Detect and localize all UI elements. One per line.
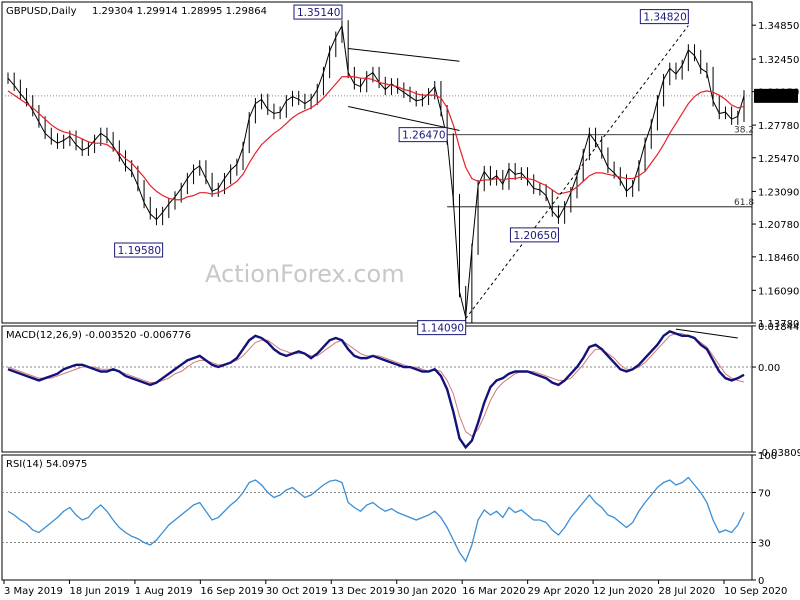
- annotation-box: [639, 9, 689, 25]
- main-y-tick-label: 1.20780: [758, 220, 799, 231]
- fib-level-label: 38.2: [734, 126, 754, 136]
- macd-pane-frame: [1, 325, 753, 453]
- x-tick-label: 13 Dec 2019: [331, 586, 395, 597]
- fib-level-label: 61.8: [734, 198, 754, 208]
- main-ohlc-values: 1.29304 1.29914 1.28995 1.29864: [92, 6, 267, 17]
- annotation-label: 1.19580: [118, 245, 161, 257]
- x-tick-label: 29 Apr 2020: [528, 586, 590, 597]
- x-tick-label: 3 May 2019: [4, 586, 63, 597]
- macd-y-tick-label: -0.038095: [758, 448, 800, 459]
- annotation-label: 1.26470: [402, 130, 445, 142]
- current-price-label: 1.29864: [757, 92, 798, 103]
- price-line: [7, 24, 745, 318]
- main-pane-frame: [1, 1, 753, 324]
- annotation-label: 1.20650: [513, 230, 556, 242]
- rsi-y-tick-label: 0: [758, 576, 764, 587]
- annotation-label: 1.14090: [421, 323, 464, 335]
- ma-line: [7, 76, 745, 201]
- main-y-tick-label: 1.23090: [758, 187, 799, 198]
- x-tick-label: 30 Jan 2020: [397, 586, 457, 597]
- channel-line: [348, 48, 460, 62]
- main-chart-title: GBPUSD,Daily: [6, 6, 77, 17]
- trend-line: [465, 25, 689, 319]
- x-tick-label: 12 Jun 2020: [593, 586, 653, 597]
- rsi-y-tick-label: 30: [758, 539, 771, 550]
- macd-y-tick-label: 0.018442: [758, 322, 800, 333]
- main-y-tick-label: 1.34850: [758, 21, 799, 32]
- x-tick-label: 1 Aug 2019: [135, 586, 193, 597]
- x-tick-label: 10 Sep 2020: [724, 586, 787, 597]
- x-tick-label: 16 Sep 2019: [200, 586, 263, 597]
- x-tick-label: 28 Jul 2020: [659, 586, 716, 597]
- annotation-box: [398, 127, 448, 143]
- rsi-y-tick-label: 100: [758, 451, 777, 462]
- main-y-tick-label: 1.13780: [758, 319, 799, 330]
- macd-y-tick-label: 0.00: [758, 363, 780, 374]
- watermark-text: ActionForex.com: [205, 260, 405, 288]
- annotation-box: [114, 242, 164, 258]
- macd-divergence-line: [675, 328, 738, 339]
- current-price-box: [754, 88, 798, 103]
- x-tick-label: 16 Mar 2020: [462, 586, 525, 597]
- macd-line: [7, 330, 745, 450]
- rsi-y-tick-label: 70: [758, 489, 771, 500]
- channel-line: [348, 105, 460, 131]
- main-y-tick-label: 1.27780: [758, 121, 799, 132]
- main-y-tick-label: 1.25470: [758, 154, 799, 165]
- annotation-box: [293, 4, 343, 20]
- annotation-box: [509, 227, 559, 243]
- macd-title: MACD(12,26,9) -0.003520 -0.006776: [6, 330, 191, 341]
- rsi-line: [7, 476, 745, 563]
- rsi-title: RSI(14) 54.0975: [6, 459, 87, 470]
- main-y-tick-label: 1.18460: [758, 253, 799, 264]
- main-y-tick-label: 1.16090: [758, 286, 799, 297]
- x-tick-label: 18 Jun 2019: [69, 586, 129, 597]
- rsi-pane-frame: [1, 454, 753, 581]
- annotation-label: 1.34820: [643, 12, 686, 24]
- annotation-label: 1.35140: [297, 7, 340, 19]
- annotation-box: [417, 320, 467, 336]
- main-y-tick-label: 1.32450: [758, 55, 799, 66]
- x-tick-label: 30 Oct 2019: [266, 586, 328, 597]
